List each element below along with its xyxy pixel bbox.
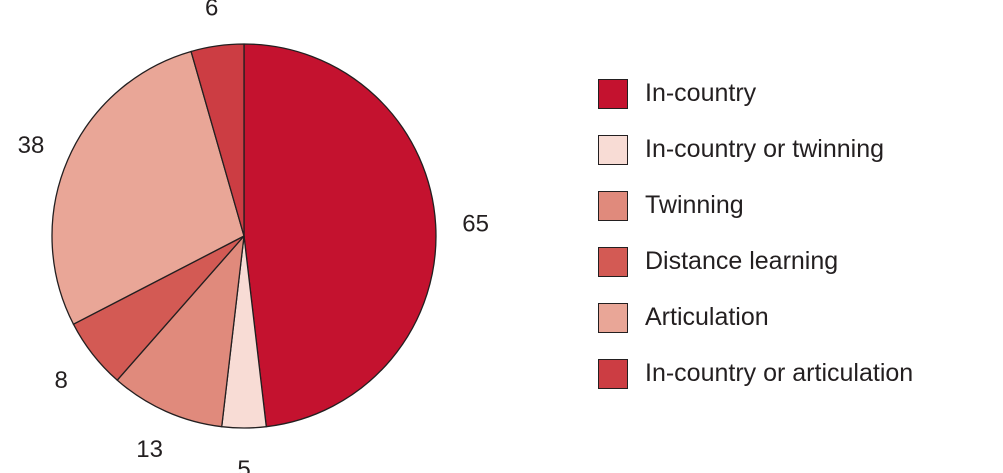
legend: In-country In-country or twinning Twinning… — [598, 75, 913, 411]
legend-item: Distance learning — [598, 243, 913, 280]
slice-value-label: 5 — [237, 456, 250, 473]
legend-label: Twinning — [645, 191, 744, 219]
slice-value-label: 65 — [462, 211, 489, 238]
slice-value-label: 6 — [205, 0, 218, 21]
legend-swatch — [598, 358, 628, 389]
legend-swatch — [598, 78, 628, 109]
slice-value-label: 8 — [55, 367, 68, 394]
legend-swatch — [598, 246, 628, 277]
legend-label: In-country or articulation — [645, 359, 914, 387]
legend-label: In-country or twinning — [645, 135, 885, 163]
legend-label: Articulation — [645, 303, 769, 331]
slice-value-labels: 65 5 13 8 38 6 — [18, 0, 489, 473]
slice-value-label: 38 — [18, 132, 45, 159]
legend-item: In-country — [598, 75, 913, 112]
pie-slice — [116, 235, 245, 428]
pie-slice — [190, 43, 245, 237]
legend-swatch — [598, 190, 628, 221]
slice-value-label: 13 — [136, 436, 163, 463]
legend-swatch — [598, 134, 628, 165]
legend-item: In-country or articulation — [598, 355, 913, 392]
legend-label: Distance learning — [645, 247, 839, 275]
legend-item: Articulation — [598, 299, 913, 336]
pie-slices — [51, 43, 437, 429]
legend-label: In-country — [645, 79, 757, 107]
pie-slice — [243, 43, 437, 428]
legend-item: In-country or twinning — [598, 131, 913, 168]
pie-slice — [51, 50, 245, 325]
legend-item: Twinning — [598, 187, 913, 224]
legend-swatch — [598, 302, 628, 333]
